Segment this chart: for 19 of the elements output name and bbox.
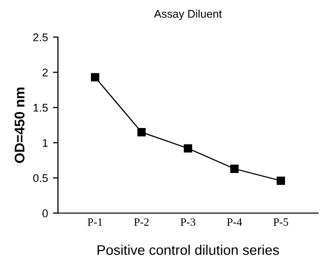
x-axis-title: Positive control dilution series — [98, 244, 279, 255]
point — [184, 144, 192, 153]
point — [230, 164, 239, 173]
y-tick-label: 0 — [42, 209, 48, 218]
x-tick-label: P-4 — [227, 218, 242, 226]
y-tick-label: 2.5 — [33, 33, 48, 42]
point — [276, 176, 286, 185]
y-tick-label: 1.5 — [34, 104, 48, 112]
x-tick-label: P-5 — [273, 218, 288, 226]
y-axis-title: OD=450 nm — [14, 88, 24, 163]
x-tick-label: P-1 — [88, 218, 102, 226]
y-tick-label: 1 — [42, 139, 48, 147]
x-tick-label: P-2 — [134, 218, 149, 226]
x-tick-label: P-3 — [180, 218, 196, 226]
point — [137, 128, 146, 136]
point — [90, 73, 100, 82]
y-tick-label: 2 — [42, 68, 48, 76]
y-tick-label: 0.5 — [33, 174, 48, 182]
chart-title: Assay Diluent — [154, 10, 222, 20]
